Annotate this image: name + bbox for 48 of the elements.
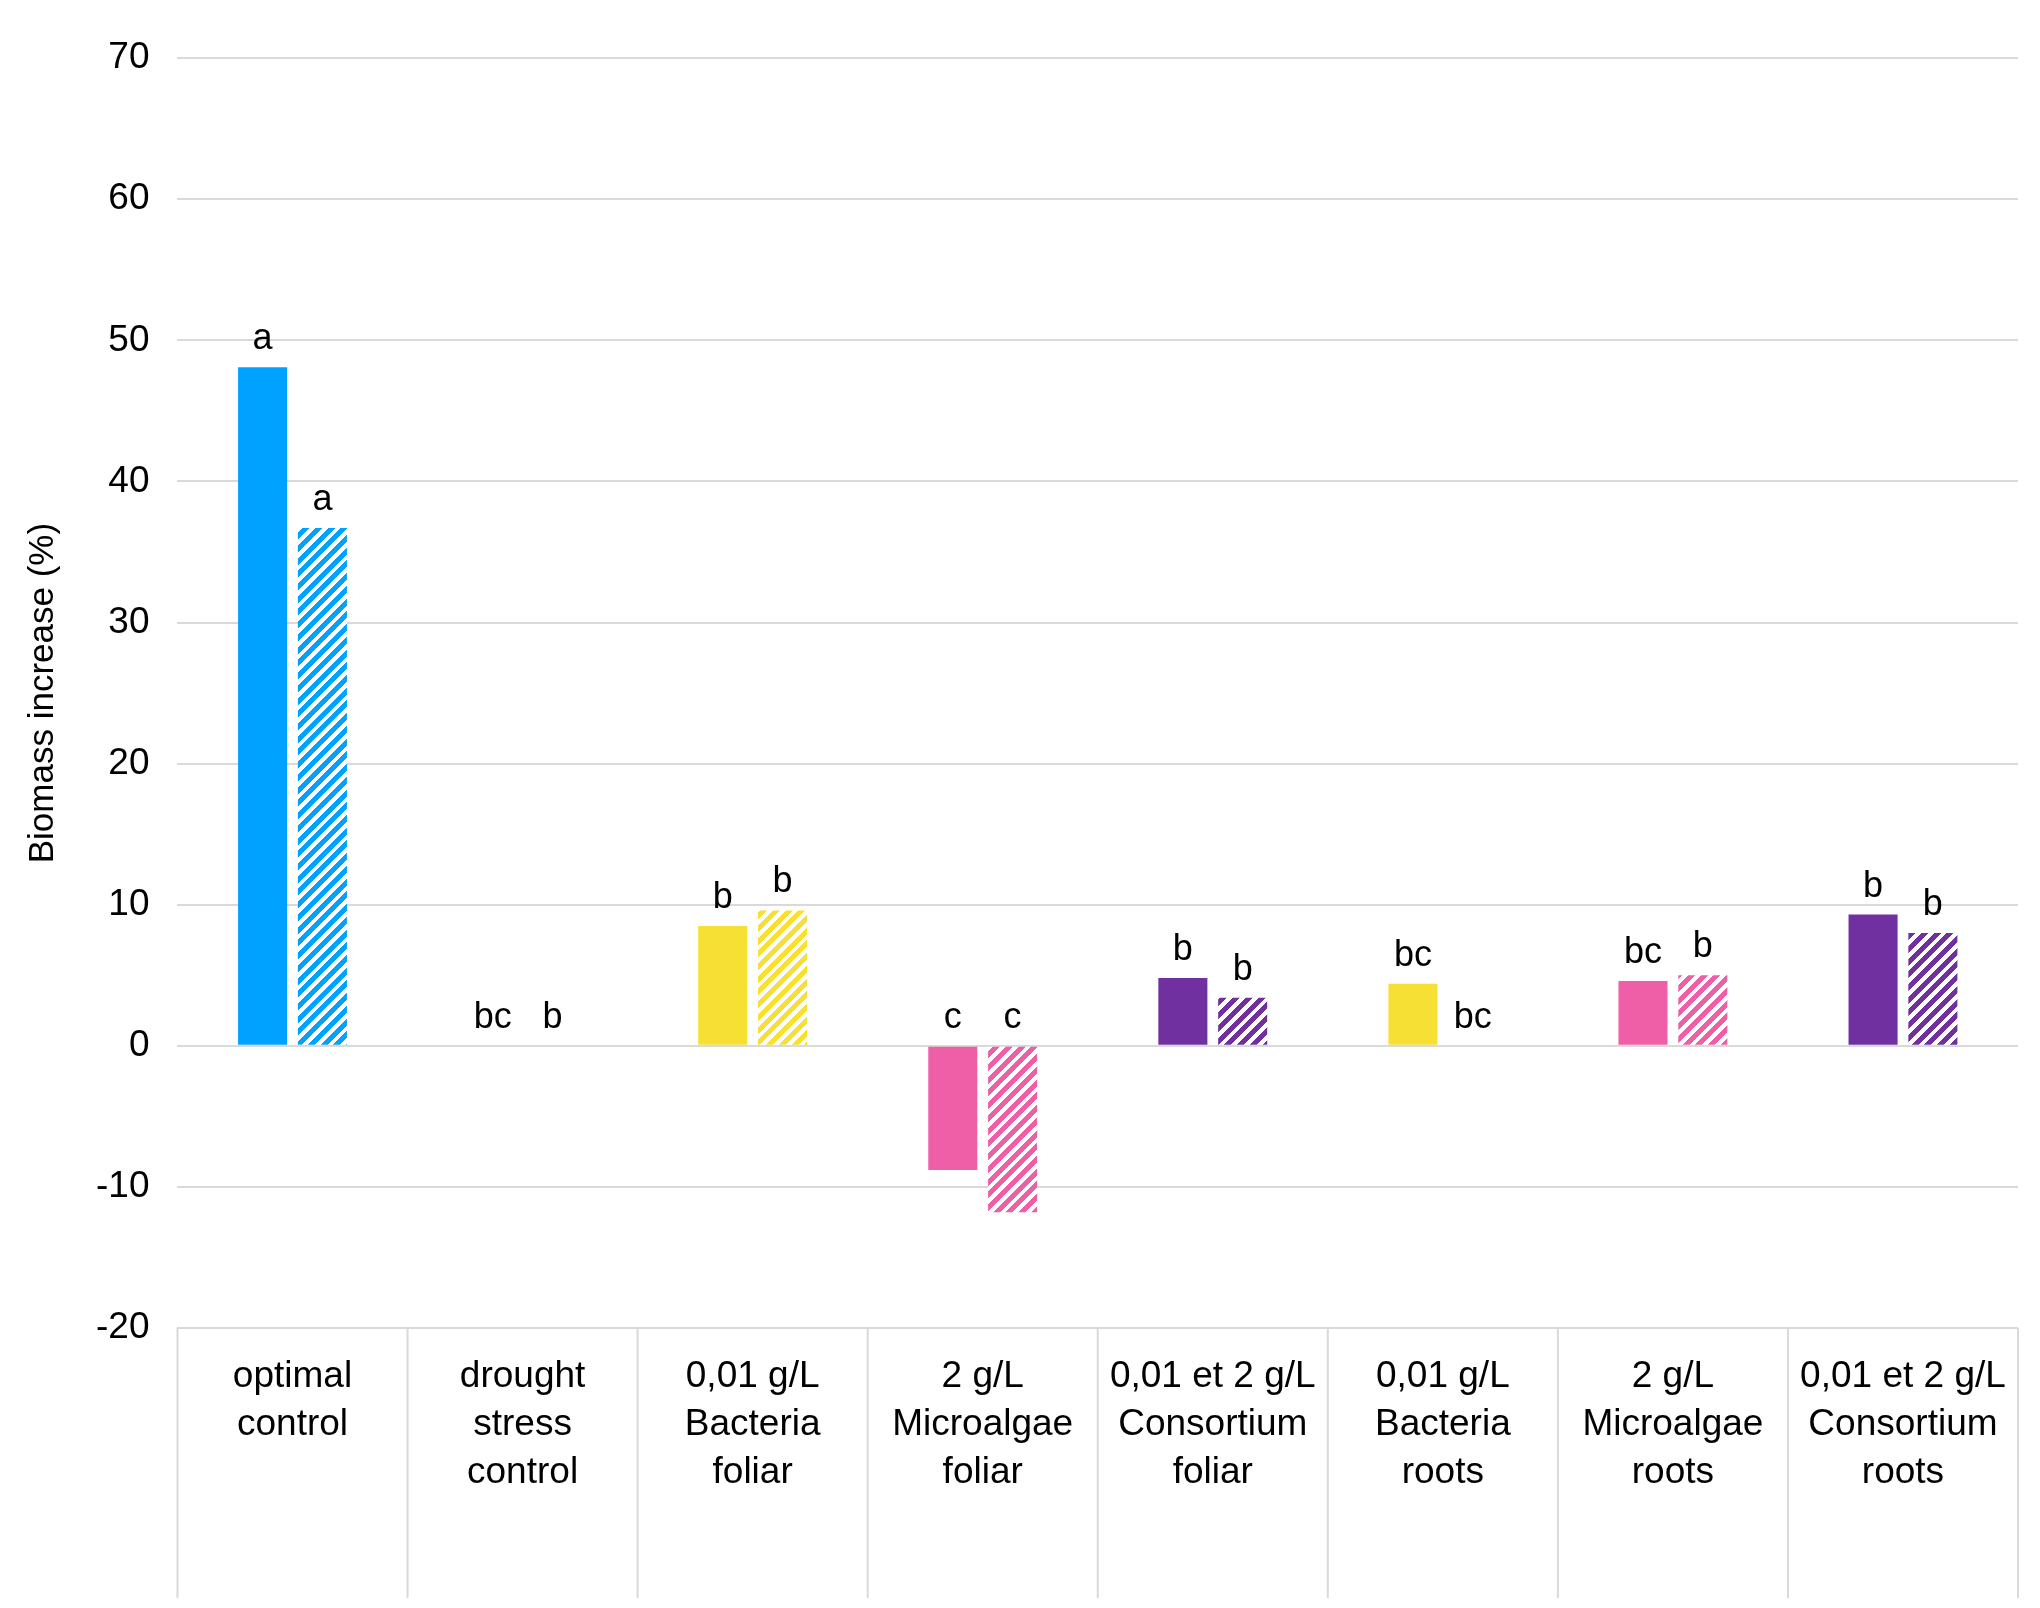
data-label: bc (1623, 929, 1663, 971)
x-tick-label: 0,01 et 2 g/L Consortium foliar (1109, 1353, 1316, 1491)
bar (1158, 978, 1208, 1045)
data-label: a (252, 316, 274, 358)
y-tick-label: 40 (108, 458, 150, 500)
data-label: b (1692, 924, 1713, 966)
y-tick-label: 0 (128, 1023, 150, 1065)
y-tick-label: -20 (95, 1305, 150, 1347)
y-tick-label: -10 (95, 1164, 150, 1206)
bar (297, 528, 347, 1045)
data-label: bc (473, 994, 512, 1036)
data-label: a (312, 476, 334, 518)
bar (988, 1046, 1038, 1213)
bar (698, 925, 748, 1045)
y-tick-label: 70 (108, 35, 150, 77)
data-label: b (1863, 863, 1884, 905)
bar (238, 367, 288, 1045)
y-axis-title: Biomass increase (%) (20, 522, 60, 864)
x-tick-label: 0,01 g/L Bacteria roots (1374, 1353, 1512, 1491)
bar (758, 910, 808, 1045)
y-tick-label: 50 (108, 317, 150, 359)
data-label: b (712, 874, 733, 916)
data-label: b (772, 859, 793, 901)
bar (1388, 983, 1438, 1045)
x-tick-label: 2 g/L Microalgae foliar (892, 1353, 1074, 1491)
data-label: b (542, 994, 563, 1036)
y-tick-label: 30 (108, 599, 150, 641)
bar (1218, 997, 1268, 1045)
data-label: b (1232, 946, 1253, 988)
x-tick-label: 0,01 g/L Bacteria foliar (684, 1353, 821, 1491)
data-label: b (1172, 927, 1193, 969)
data-label: b (1922, 881, 1943, 923)
data-label: bc (1393, 932, 1432, 974)
x-tick-label: optimal control (232, 1353, 353, 1443)
bar (1678, 975, 1728, 1045)
x-tick-label: 0,01 et 2 g/L Consortium roots (1800, 1353, 2006, 1491)
bar (928, 1046, 978, 1170)
x-tick-label: 2 g/L Microalgae roots (1582, 1353, 1764, 1491)
x-tick-label: drought stress control (459, 1353, 587, 1491)
y-tick-label: 10 (108, 881, 150, 923)
bar (1848, 914, 1898, 1045)
bar (1908, 932, 1958, 1045)
data-label: bc (1453, 994, 1492, 1036)
data-label: c (943, 994, 962, 1036)
data-label: c (1003, 994, 1022, 1036)
bar (1618, 980, 1668, 1045)
y-tick-label: 60 (108, 176, 150, 218)
y-tick-label: 20 (108, 740, 150, 782)
